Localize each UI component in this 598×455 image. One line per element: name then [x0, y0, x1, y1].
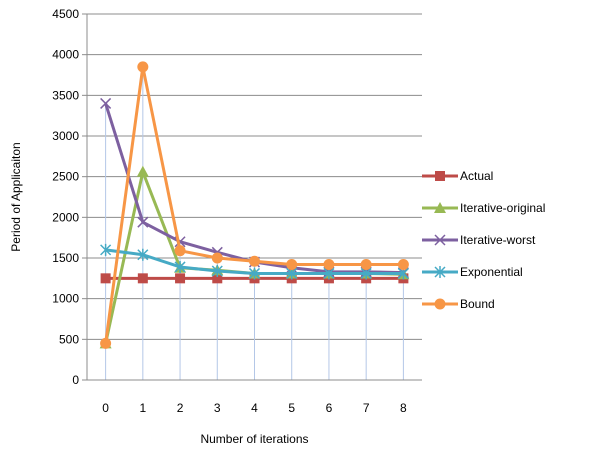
x-axis-title: Number of iterations [200, 432, 308, 446]
x-tick-labels: 0 1 2 3 4 5 6 7 8 [102, 401, 407, 415]
data-point [137, 216, 149, 228]
x-tick-label: 2 [177, 401, 184, 415]
y-tick-label: 2000 [52, 210, 79, 224]
y-tick-label: 0 [72, 373, 79, 387]
legend-label: Actual [460, 169, 494, 183]
data-point [175, 273, 186, 284]
axes [82, 13, 422, 381]
data-point [100, 243, 112, 256]
data-point [100, 273, 111, 284]
legend: Actual Iterative-original Iterative-worst E… [420, 160, 595, 320]
legend-label: Bound [460, 297, 495, 311]
legend-marker [434, 266, 446, 278]
data-point [100, 97, 112, 109]
legend-label: Iterative-original [460, 201, 546, 215]
data-point [174, 260, 186, 273]
x-tick-label: 7 [363, 401, 370, 415]
y-tick-label: 1500 [52, 251, 79, 265]
y-tick-label: 1000 [52, 292, 79, 306]
data-point [248, 267, 261, 280]
legend-swatch [422, 266, 458, 278]
data-point [286, 259, 298, 271]
y-tick-label: 4000 [52, 48, 79, 62]
data-point [360, 259, 372, 271]
data-point [212, 273, 223, 284]
legend-item-bound: Bound [420, 288, 595, 320]
y-axis-title: Period of Applicaiton [9, 142, 23, 251]
x-tick-label: 6 [326, 401, 333, 415]
series-bound [100, 61, 409, 349]
data-point [211, 252, 223, 264]
data-point [323, 259, 335, 271]
legend-marker [434, 234, 446, 246]
legend-item-actual: Actual [420, 160, 595, 192]
legend-swatch [422, 202, 458, 213]
y-tick-label: 2500 [52, 170, 79, 184]
legend-marker [435, 171, 445, 181]
legend-item-exponential: Exponential [420, 256, 595, 288]
x-tick-label: 4 [251, 401, 258, 415]
data-point [397, 259, 409, 271]
legend-marker [434, 202, 446, 213]
legend-label: Iterative-worst [460, 233, 536, 247]
x-tick-label: 1 [139, 401, 146, 415]
data-point [136, 165, 149, 177]
data-point [137, 61, 149, 73]
x-tick-label: 8 [400, 401, 407, 415]
legend-label: Exponential [460, 265, 523, 279]
drop-lines [105, 66, 404, 380]
x-tick-label: 3 [214, 401, 221, 415]
data-point [174, 245, 186, 257]
data-point [100, 337, 112, 349]
data-point [137, 248, 149, 261]
y-tick-label: 3500 [52, 88, 79, 102]
series-exponential [100, 243, 409, 280]
y-tick-label: 500 [59, 332, 79, 346]
legend-item-iterative-original: Iterative-original [420, 192, 595, 224]
x-tick-label: 0 [102, 401, 109, 415]
legend-swatch [422, 298, 458, 310]
data-point [249, 255, 260, 267]
legend-marker [434, 298, 446, 310]
legend-item-iterative-worst: Iterative-worst [420, 224, 595, 256]
y-tick-label: 3000 [52, 129, 79, 143]
legend-swatch [422, 234, 458, 246]
data-point [211, 265, 223, 278]
series-layer [99, 61, 410, 349]
legend-swatch [422, 171, 458, 181]
data-point [137, 273, 148, 284]
y-tick-label: 4500 [52, 7, 79, 21]
x-tick-label: 5 [288, 401, 295, 415]
y-tick-labels: 0 500 1000 1500 2000 2500 3000 3500 4000 4500 [52, 7, 79, 387]
